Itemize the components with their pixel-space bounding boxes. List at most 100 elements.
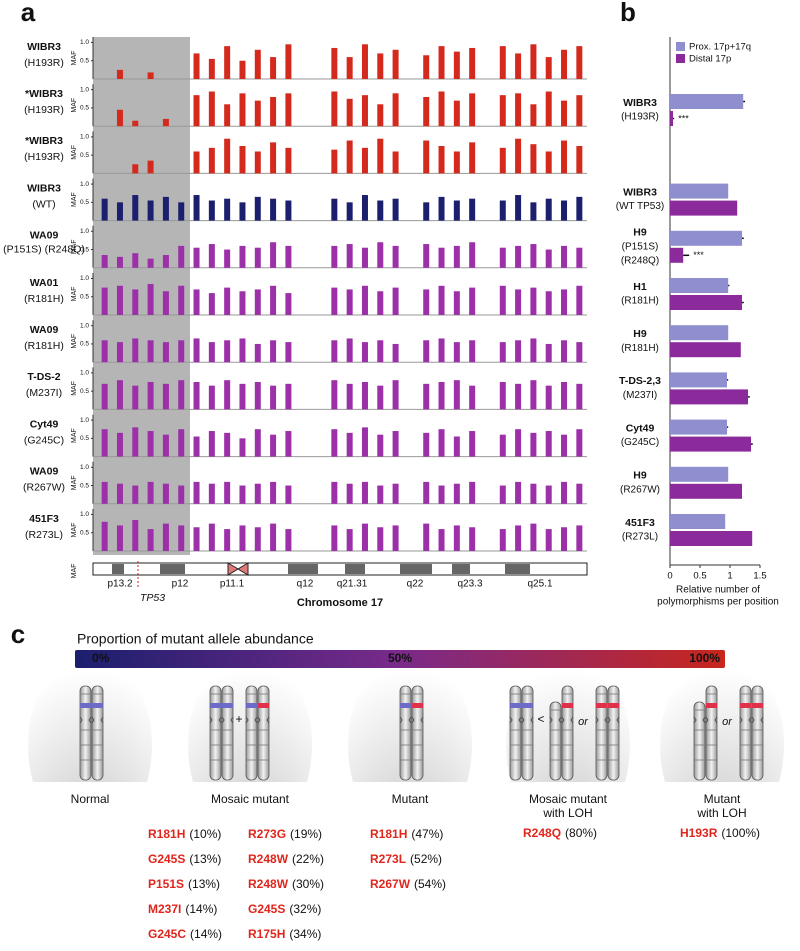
maf-bar <box>453 436 460 457</box>
y-tick-label: 1.0 <box>80 86 89 93</box>
maf-bar <box>178 485 185 504</box>
mutation-entry: R181H (10%) <box>148 827 221 841</box>
maf-bar <box>377 291 384 315</box>
maf-bar <box>208 342 215 363</box>
maf-bar <box>132 427 139 457</box>
y-tick-label: 1.0 <box>80 417 89 424</box>
mutation-pct: (19%) <box>290 827 322 841</box>
maf-bar <box>331 245 338 268</box>
maf-bar <box>224 432 231 457</box>
maf-bar <box>285 383 292 410</box>
mutation: R273G <box>248 827 286 841</box>
maf-bar <box>515 289 522 315</box>
maf-bar <box>162 291 169 315</box>
maf-bar <box>530 380 537 410</box>
maf-bar <box>530 244 537 268</box>
mutation-band <box>222 703 233 708</box>
maf-bar <box>101 481 108 504</box>
maf-bar <box>270 434 277 457</box>
centromere <box>221 716 234 724</box>
maf-bar <box>361 382 368 410</box>
maf-bar <box>530 202 537 221</box>
maf-bar <box>208 200 215 221</box>
mutation-entry: R273G (19%) <box>248 827 322 841</box>
mutation-band <box>706 703 717 708</box>
maf-bar <box>469 527 476 551</box>
maf-bar <box>423 340 430 363</box>
track-name: *WIBR3 <box>25 88 63 100</box>
maf-bar <box>423 244 430 268</box>
maf-bar <box>178 245 185 268</box>
track-variant: (R273L) <box>25 529 63 541</box>
maf-bar <box>530 44 537 79</box>
chromosome-icon <box>561 685 574 781</box>
maf-bar <box>576 46 583 79</box>
maf-bar <box>438 146 445 174</box>
centromere <box>209 716 222 724</box>
centromere <box>509 716 522 724</box>
maf-bar <box>423 383 430 410</box>
maf-bar <box>116 380 123 410</box>
mutation-pct: (32%) <box>289 902 321 916</box>
maf-bar <box>331 47 338 79</box>
maf-bar <box>193 382 200 410</box>
group-name: Cyt49 <box>626 422 655 434</box>
band <box>288 564 318 574</box>
gene-label: TP53 <box>140 592 165 604</box>
track-variant: (R267W) <box>23 482 65 494</box>
maf-bar <box>254 382 261 410</box>
maf-bar <box>162 523 169 551</box>
mutation-pct: (14%) <box>190 927 222 941</box>
maf-bar <box>116 109 123 127</box>
maf-bar <box>193 95 200 127</box>
category-label: with LOH <box>696 806 746 820</box>
maf-bar <box>453 100 460 127</box>
bar <box>670 419 727 435</box>
mutation: G245S <box>148 852 185 866</box>
legend-label: Distal 17p <box>689 54 731 65</box>
maf-bar <box>193 527 200 551</box>
maf-bar <box>254 483 261 504</box>
chromatid <box>693 701 706 781</box>
maf-bar <box>469 287 476 315</box>
chromatid <box>257 685 270 781</box>
maf-bar <box>208 385 215 410</box>
maf-bar <box>576 285 583 315</box>
mutation-pct: (54%) <box>414 877 446 891</box>
maf-bar <box>116 525 123 551</box>
centromere <box>561 716 574 724</box>
symbol: < <box>537 712 544 726</box>
group-variant: (G245C) <box>621 437 659 448</box>
maf-bar <box>576 483 583 504</box>
maf-bar <box>116 202 123 221</box>
maf-bar <box>270 340 277 363</box>
axis-label: MAF <box>71 564 78 579</box>
maf-bar <box>285 93 292 127</box>
maf-bar <box>331 429 338 457</box>
maf-bar <box>285 44 292 79</box>
maf-bar <box>469 47 476 79</box>
mutation-band <box>258 703 269 708</box>
maf-bar <box>499 382 506 410</box>
y-tick-label: 0.5 <box>80 199 89 206</box>
y-tick-label: 1.0 <box>80 464 89 471</box>
maf-bar <box>561 140 568 174</box>
track-name: T-DS-2 <box>27 371 60 383</box>
mutation-entry: G245S (32%) <box>248 902 321 916</box>
maf-bar <box>377 527 384 551</box>
chromosome-icon <box>739 685 752 781</box>
chromatid <box>411 685 424 781</box>
maf-bar <box>285 529 292 551</box>
maf-bar <box>423 481 430 504</box>
band-label: p11.1 <box>220 579 245 590</box>
group-variant: (R181H) <box>621 343 659 354</box>
maf-bar <box>147 431 154 457</box>
maf-bar <box>576 196 583 221</box>
bar <box>670 247 684 263</box>
maf-bar <box>132 120 139 127</box>
mutation-entry: M237I (14%) <box>148 902 217 916</box>
mutation-band <box>562 703 573 708</box>
maf-bar <box>346 98 353 127</box>
maf-bar <box>270 57 277 79</box>
